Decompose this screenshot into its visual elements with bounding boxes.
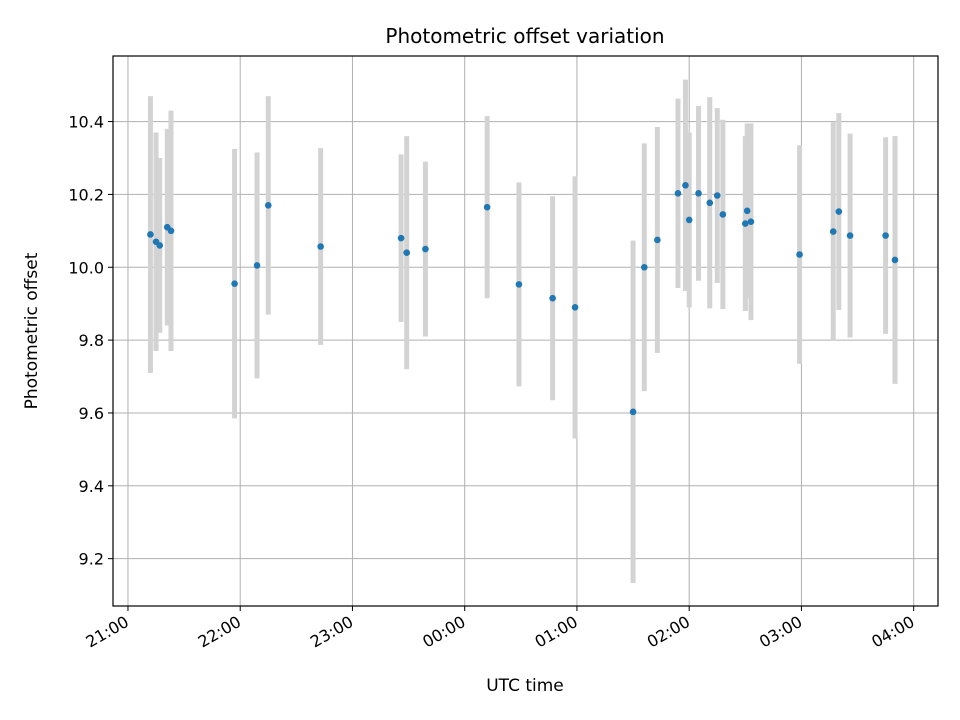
data-point [167,227,175,235]
plot-frame [112,55,939,607]
data-point [483,203,491,211]
data-point [640,263,648,271]
y-tick-label: 9.6 [79,404,104,423]
data-point [422,245,429,253]
data-point [685,216,693,224]
data-point [719,211,727,218]
data-point [796,251,803,258]
data-point [549,294,556,302]
data-point [835,208,843,215]
data-point [147,231,154,238]
data-point [747,218,755,226]
data-point [674,190,682,197]
y-tick-label: 9.8 [79,331,104,350]
data-point [264,202,272,209]
data-point [515,281,523,288]
chart-title: Photometric offset variation [385,24,664,48]
data-point [829,228,837,235]
data-point [743,207,751,215]
data-point [253,262,261,269]
data-point [882,232,889,239]
y-tick-label: 10.4 [68,113,104,132]
y-tick-label: 9.2 [79,550,104,569]
data-point [403,249,411,256]
y-tick-label: 9.4 [79,477,104,496]
data-point [397,234,405,242]
x-axis-title: UTC time [486,676,564,696]
data-point [629,408,637,416]
data-point [231,280,238,287]
data-point [682,182,689,189]
data-point [713,192,721,199]
data-point [891,256,899,264]
data-point [571,304,579,311]
data-point [654,236,661,244]
data-point [742,220,749,227]
y-axis-title: Photometric offset [22,252,42,409]
data-points [147,182,899,416]
data-point [846,232,854,239]
y-tick-label: 10.0 [68,258,104,277]
data-point [695,190,702,197]
y-tick-label: 10.2 [68,185,104,204]
data-point [156,242,164,249]
y-axis: 9.2 9.4 9.6 9.8 10.0 10.2 10.4 [68,113,113,569]
data-point [317,243,324,250]
data-point [706,199,714,207]
